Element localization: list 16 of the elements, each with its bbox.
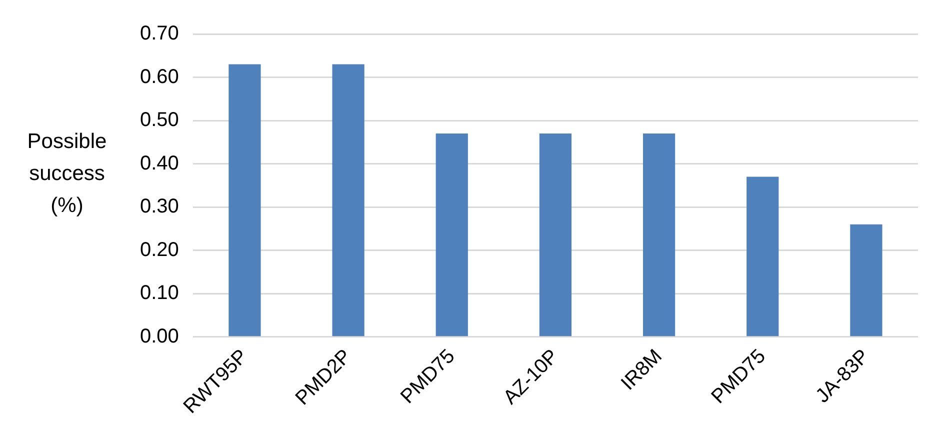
y-tick-label: 0.30 <box>140 196 179 218</box>
y-tick-label: 0.20 <box>140 238 179 261</box>
bar <box>436 134 468 336</box>
y-tick-label: 0.60 <box>140 66 179 88</box>
bar <box>539 134 572 336</box>
y-tick-label: 0.40 <box>140 152 179 174</box>
bar <box>642 134 676 336</box>
y-tick-label: 0.00 <box>140 325 179 348</box>
y-tick-label: 0.50 <box>140 109 179 132</box>
bar <box>850 224 882 336</box>
bar <box>228 64 261 336</box>
y-tick-label: 0.70 <box>140 22 179 45</box>
bar <box>746 176 779 336</box>
y-tick-label: 0.10 <box>140 282 179 304</box>
bar <box>332 64 364 336</box>
y-axis-title: Possible success (%) <box>26 129 108 219</box>
